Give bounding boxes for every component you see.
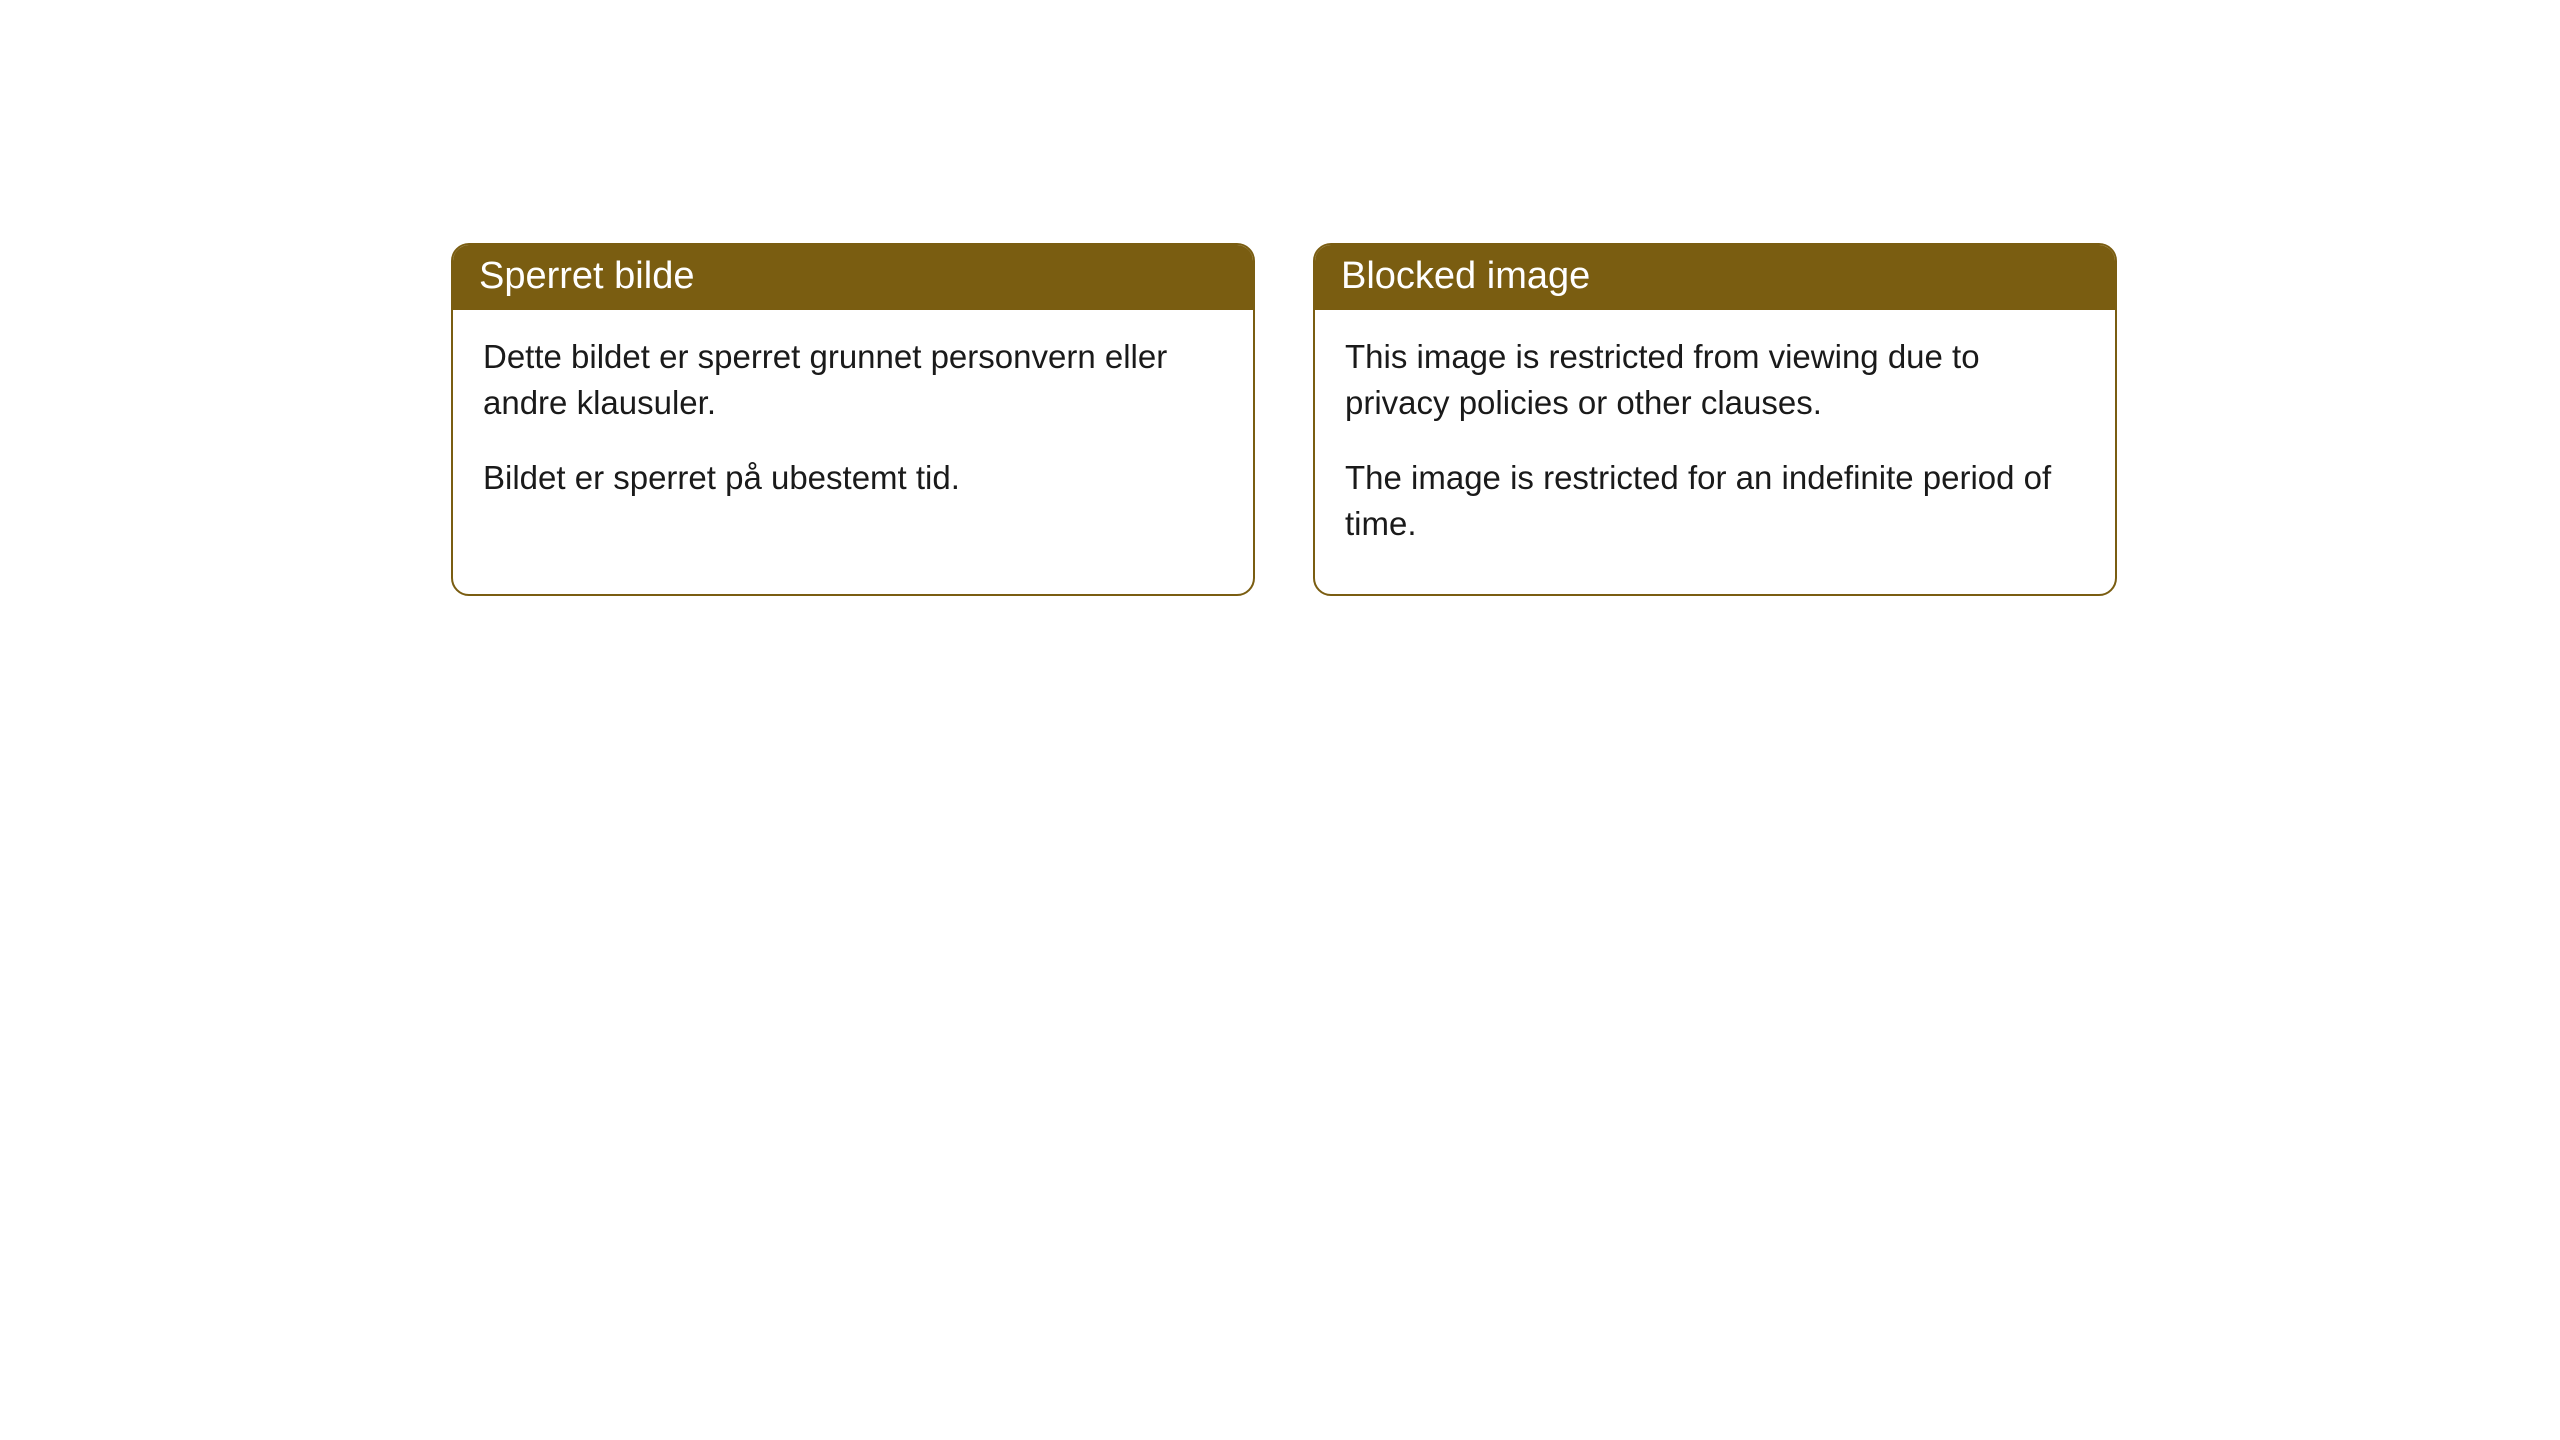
card-header: Blocked image: [1315, 245, 2115, 310]
card-body: Dette bildet er sperret grunnet personve…: [453, 310, 1253, 549]
card-paragraph: Bildet er sperret på ubestemt tid.: [483, 455, 1223, 501]
blocked-image-card-english: Blocked image This image is restricted f…: [1313, 243, 2117, 596]
card-title: Blocked image: [1341, 255, 1590, 297]
card-paragraph: This image is restricted from viewing du…: [1345, 334, 2085, 425]
blocked-image-card-norwegian: Sperret bilde Dette bildet er sperret gr…: [451, 243, 1255, 596]
card-header: Sperret bilde: [453, 245, 1253, 310]
card-paragraph: Dette bildet er sperret grunnet personve…: [483, 334, 1223, 425]
card-title: Sperret bilde: [479, 255, 694, 297]
card-body: This image is restricted from viewing du…: [1315, 310, 2115, 594]
card-paragraph: The image is restricted for an indefinit…: [1345, 455, 2085, 546]
notice-cards-container: Sperret bilde Dette bildet er sperret gr…: [451, 243, 2117, 596]
